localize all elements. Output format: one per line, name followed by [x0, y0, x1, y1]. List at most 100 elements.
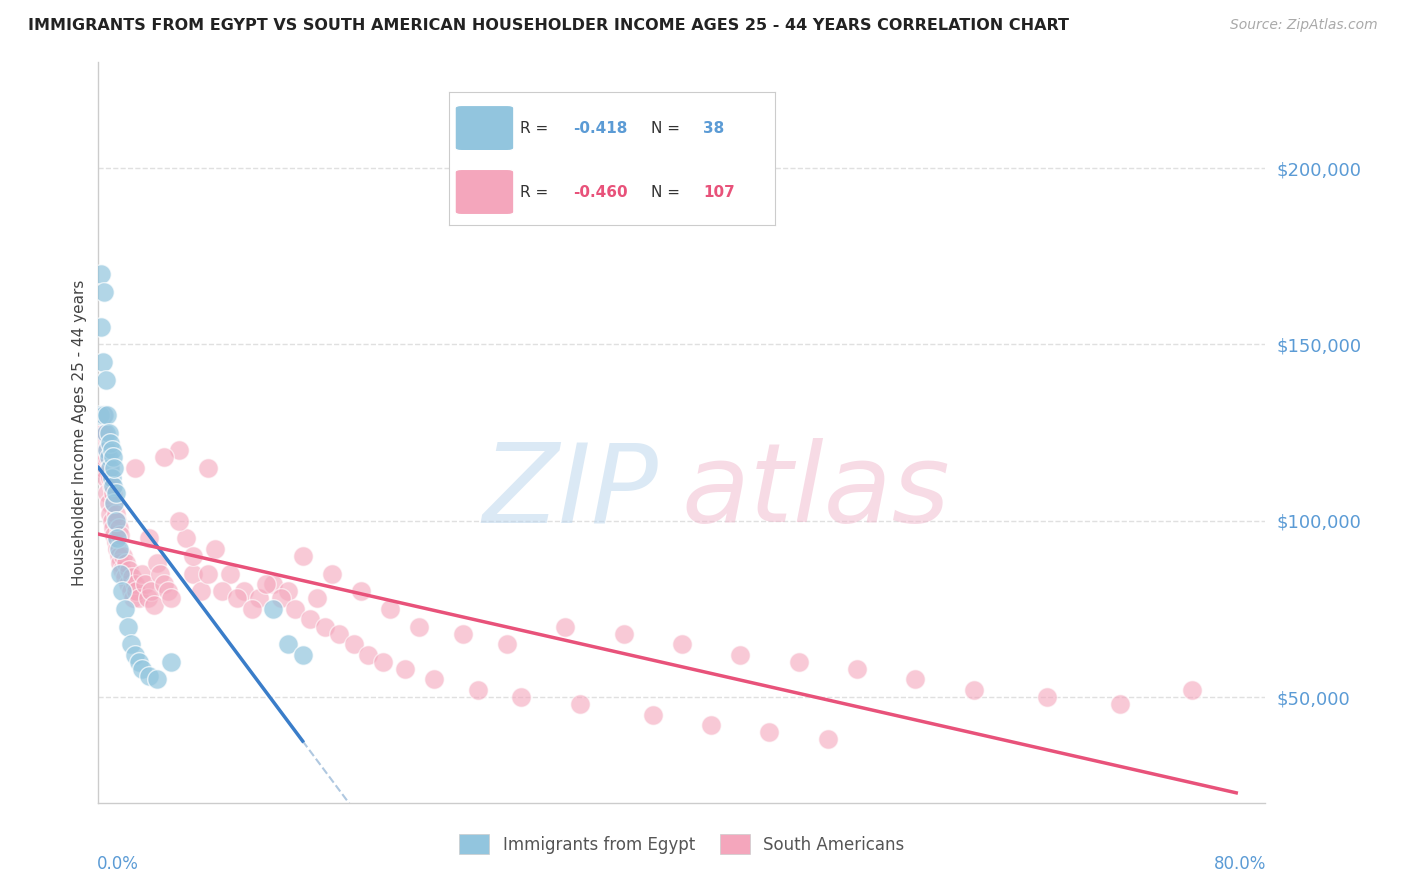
Point: [371, 655, 394, 669]
Point: [90, 267, 112, 281]
Point: [149, 566, 172, 581]
Point: [110, 528, 132, 542]
Point: [197, 461, 219, 475]
Text: ZIP: ZIP: [482, 438, 658, 545]
Point: [103, 496, 125, 510]
Point: [94, 471, 117, 485]
Point: [105, 532, 128, 546]
Point: [181, 549, 204, 563]
Point: [114, 570, 136, 584]
Point: [153, 577, 176, 591]
Point: [136, 591, 159, 606]
Point: [94, 373, 117, 387]
Point: [758, 725, 780, 739]
Point: [128, 591, 150, 606]
Point: [568, 697, 591, 711]
Point: [240, 602, 263, 616]
Point: [612, 626, 634, 640]
Point: [408, 619, 430, 633]
Point: [100, 478, 122, 492]
Point: [226, 591, 249, 606]
Point: [270, 591, 292, 606]
Point: [131, 662, 153, 676]
Point: [122, 591, 145, 606]
Point: [100, 514, 122, 528]
Point: [142, 599, 165, 613]
Point: [91, 408, 114, 422]
Point: [101, 521, 124, 535]
Point: [291, 549, 314, 563]
Point: [93, 408, 115, 422]
Point: [298, 612, 321, 626]
Point: [98, 507, 121, 521]
Point: [157, 584, 180, 599]
Point: [124, 577, 146, 591]
Point: [125, 584, 148, 599]
Point: [139, 584, 162, 599]
Point: [93, 450, 115, 465]
Point: [128, 655, 150, 669]
Point: [103, 528, 125, 542]
Point: [730, 648, 752, 662]
Point: [105, 514, 128, 528]
Point: [138, 669, 160, 683]
Point: [114, 602, 136, 616]
Point: [89, 443, 111, 458]
Point: [328, 626, 350, 640]
Point: [108, 521, 131, 535]
Point: [118, 563, 141, 577]
Point: [160, 591, 183, 606]
Point: [105, 541, 128, 556]
Point: [117, 577, 139, 591]
Point: [101, 478, 124, 492]
Point: [204, 541, 226, 556]
Point: [131, 566, 153, 581]
Point: [120, 584, 142, 599]
Point: [104, 485, 127, 500]
Point: [153, 450, 176, 465]
Point: [262, 577, 284, 591]
Point: [91, 355, 114, 369]
Point: [97, 425, 120, 440]
Point: [254, 577, 277, 591]
Point: [394, 662, 416, 676]
Point: [96, 450, 118, 465]
Point: [218, 566, 240, 581]
Point: [104, 507, 127, 521]
Text: Source: ZipAtlas.com: Source: ZipAtlas.com: [1230, 18, 1378, 32]
Point: [277, 637, 299, 651]
Text: 0.0%: 0.0%: [97, 855, 139, 872]
Text: IMMIGRANTS FROM EGYPT VS SOUTH AMERICAN HOUSEHOLDER INCOME AGES 25 - 44 YEARS CO: IMMIGRANTS FROM EGYPT VS SOUTH AMERICAN …: [28, 18, 1069, 33]
Point: [1181, 683, 1204, 698]
Point: [90, 425, 112, 440]
Point: [111, 584, 134, 599]
Point: [350, 584, 373, 599]
Point: [671, 637, 693, 651]
Point: [97, 496, 120, 510]
Point: [467, 683, 489, 698]
Point: [174, 532, 197, 546]
Point: [96, 485, 118, 500]
Point: [100, 443, 122, 458]
Point: [111, 563, 134, 577]
Point: [93, 285, 115, 299]
Point: [138, 532, 160, 546]
Point: [262, 602, 284, 616]
Point: [121, 570, 143, 584]
Point: [97, 461, 120, 475]
Point: [101, 450, 124, 465]
Point: [115, 556, 138, 570]
Point: [291, 648, 314, 662]
Point: [314, 619, 336, 633]
Point: [96, 408, 118, 422]
Point: [98, 471, 121, 485]
Point: [197, 566, 219, 581]
Point: [284, 602, 307, 616]
Point: [100, 471, 122, 485]
Point: [423, 673, 446, 687]
Point: [846, 662, 869, 676]
Point: [98, 436, 121, 450]
Point: [962, 683, 984, 698]
Point: [160, 655, 183, 669]
Legend: Immigrants from Egypt, South Americans: Immigrants from Egypt, South Americans: [453, 828, 911, 861]
